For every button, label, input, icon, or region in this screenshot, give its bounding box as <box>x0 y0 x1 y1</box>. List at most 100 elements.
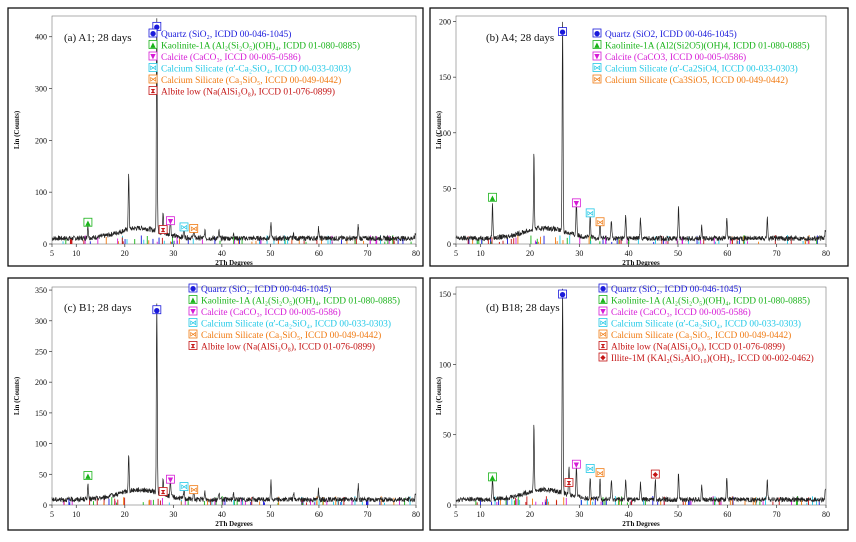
marker-box <box>83 217 93 227</box>
x-tick-label: 60 <box>315 249 323 258</box>
legend-marker-box <box>188 295 198 304</box>
marker-symbol: ⋈ <box>181 483 188 491</box>
marker-symbol: ▲ <box>85 472 91 480</box>
peak-marker-calcium-silicate-a: ⋈ <box>585 208 595 217</box>
x-tick-label: 10 <box>72 510 80 519</box>
legend-text: Calcite (CaCO3, ICCD 00-005-0586) <box>605 52 746 63</box>
marker-box <box>189 224 199 233</box>
legend-marker-symbol: ⋈ <box>150 76 157 84</box>
panel-frame <box>429 277 849 531</box>
x-tick-label: 5 <box>454 249 458 258</box>
x-tick-label: 30 <box>169 249 177 258</box>
xrd-panel-4: 0 50 100 150 5 10 20 30 40 50 60 70 80 2Th Degrees Lin… <box>429 277 849 531</box>
legend-entry-calcite: ▼ Calcite (CaCO3, ICCD 00-005-0586) <box>592 51 746 63</box>
legend-text: Quartz (SiO2, ICDD 00-046-1045) <box>605 29 737 40</box>
legend-text: Calcium Silicate (α'-Ca₂SiO₄, ICCD 00-03… <box>161 64 351 75</box>
legend-text: Calcium Silicate (Ca₃SiO₅, ICCD 00-049-0… <box>201 330 381 341</box>
legend-text: Calcium Silicate (α'-Ca₂SiO₄, ICCD 00-03… <box>201 319 391 330</box>
peak-marker-quartz: ● <box>558 289 567 299</box>
legend-marker-box <box>592 28 602 38</box>
peak-marker-calcium-silicate: ⋈ <box>595 468 605 477</box>
marker-symbol: ● <box>560 28 566 36</box>
legend-text: Kaolinite-1A (Al₂(Si₂O₅)(OH)₄, ICDD 01-0… <box>611 296 810 307</box>
marker-box <box>158 487 168 496</box>
x-tick-label: 80 <box>822 510 830 519</box>
legend-marker-box <box>188 329 198 339</box>
x-tick-label: 10 <box>477 510 485 519</box>
legend-entry-kaolinite: ▲ Kaolinite-1A (Al2(Si2O5)(OH)4, ICDD 01-… <box>592 40 810 52</box>
legend-text: Quartz (SiO₂, ICDD 00-046-1045) <box>201 284 331 295</box>
marker-box <box>558 289 567 299</box>
x-tick-label: 70 <box>363 510 371 519</box>
legend-marker-symbol: ⧗ <box>151 87 156 95</box>
x-tick-label: 30 <box>169 510 177 519</box>
x-axis-label: 2Th Degrees <box>215 259 253 267</box>
y-tick-label: 0 <box>43 501 47 510</box>
peak-marker-albite: ⧗ <box>158 487 168 496</box>
legend-entry-calcite: ▼ Calcite (CaCO₃, ICCD 00-005-0586) <box>148 51 301 63</box>
x-tick-label: 50 <box>266 510 274 519</box>
y-tick-label: 0 <box>447 501 451 510</box>
marker-box <box>571 198 581 208</box>
legend-entry-calcium-silicate: ⋈ Calcium Silicate (Ca₃SiO₅, ICCD 00-049-… <box>148 74 341 86</box>
panel-label: (a) A1; 28 days <box>64 32 132 44</box>
y-tick-label: 350 <box>35 286 47 295</box>
x-tick-label: 60 <box>315 510 323 519</box>
peak-marker-quartz: ● <box>558 27 567 36</box>
peak-marker-calcium-silicate-a: ⋈ <box>179 222 189 232</box>
peak-marker-quartz: ● <box>152 305 162 314</box>
legend-text: Albite low (Na(AlSi₃O₈), ICCD 01-076-089… <box>611 342 785 353</box>
y-tick-label: 200 <box>35 136 47 145</box>
marker-symbol: ⋈ <box>597 469 604 477</box>
y-tick-label: 0 <box>43 240 47 249</box>
xrd-pattern-line <box>51 18 417 242</box>
legend-text: Calcium Silicate (α'-Ca2SiO4, ICCD 00-03… <box>605 64 798 75</box>
legend-entry-quartz: ● Quartz (SiO₂, ICDD 00-046-1045) <box>598 283 741 295</box>
peak-marker-calcite: ▼ <box>166 216 175 225</box>
legend-marker-symbol: ▲ <box>594 41 600 49</box>
marker-box <box>179 482 189 491</box>
peak-marker-calcium-silicate-a: ⋈ <box>585 464 595 473</box>
legend-marker-box <box>188 306 198 316</box>
marker-box <box>571 459 581 469</box>
legend-text: Kaolinite-1A (Al2(Si2O5)(OH)4, ICDD 01-0… <box>605 41 810 52</box>
xrd-pattern-line <box>455 21 827 242</box>
y-axis-label: Lin (Counts) <box>13 376 21 415</box>
legend-marker-box <box>598 283 608 293</box>
legend: ● Quartz (SiO₂, ICDD 00-046-1045) ▲ Kaolini… <box>148 28 360 98</box>
x-tick-label: 20 <box>526 249 534 258</box>
legend-text: Calcium Silicate (Ca₃SiO₅, ICCD 00-049-0… <box>161 75 341 86</box>
legend-marker-symbol: ▲ <box>190 296 196 304</box>
x-axis-label: 2Th Degrees <box>622 520 660 528</box>
legend-entry-albite: ⧗ Albite low (Na(AlSi₃O₈), ICCD 01-076-08… <box>148 86 335 98</box>
marker-symbol: ⋈ <box>597 218 604 226</box>
y-axis-label: Lin (Counts) <box>435 376 443 415</box>
peak-marker-calcium-silicate: ⋈ <box>595 217 605 226</box>
legend-marker-symbol: ▲ <box>150 41 156 49</box>
legend-marker-symbol: ⋈ <box>150 64 157 72</box>
peak-marker-illite: ◆ <box>650 469 660 479</box>
y-tick-label: 50 <box>39 470 47 479</box>
x-tick-label: 70 <box>363 249 371 258</box>
x-axis-label: 2Th Degrees <box>622 259 660 267</box>
x-tick-label: 20 <box>121 249 129 258</box>
legend-marker-symbol: ⋈ <box>594 76 601 84</box>
y-axis-label: Lin (Counts) <box>435 110 443 149</box>
legend-marker-symbol: ▼ <box>150 53 156 61</box>
legend-marker-symbol: ⋈ <box>600 331 607 339</box>
marker-symbol: ▼ <box>168 217 174 225</box>
x-tick-label: 5 <box>50 249 54 258</box>
marker-box <box>585 464 595 473</box>
y-tick-label: 200 <box>439 18 451 27</box>
legend-marker-box <box>598 295 608 304</box>
marker-box <box>189 485 199 495</box>
legend-entry-calcite: ▼ Calcite (CaCO₃, ICCD 00-005-0586) <box>598 306 751 318</box>
marker-box <box>488 472 497 482</box>
xrd-panel-3: 0 50 100 150 200 250 300 350 5 10 20 30 40 50 60 70 80 2T… <box>7 277 424 531</box>
peak-marker-calcite: ▼ <box>571 198 581 208</box>
legend-text: Albite low (Na(AlSi₃O₈), ICCD 01-076-089… <box>201 342 375 353</box>
legend-text: Kaolinite-1A (Al₂(Si₂O₅)(OH)₄, ICDD 01-0… <box>161 41 360 52</box>
legend-marker-box <box>598 318 608 327</box>
legend: ● Quartz (SiO₂, ICDD 00-046-1045) ▲ Kaolini… <box>188 283 400 353</box>
